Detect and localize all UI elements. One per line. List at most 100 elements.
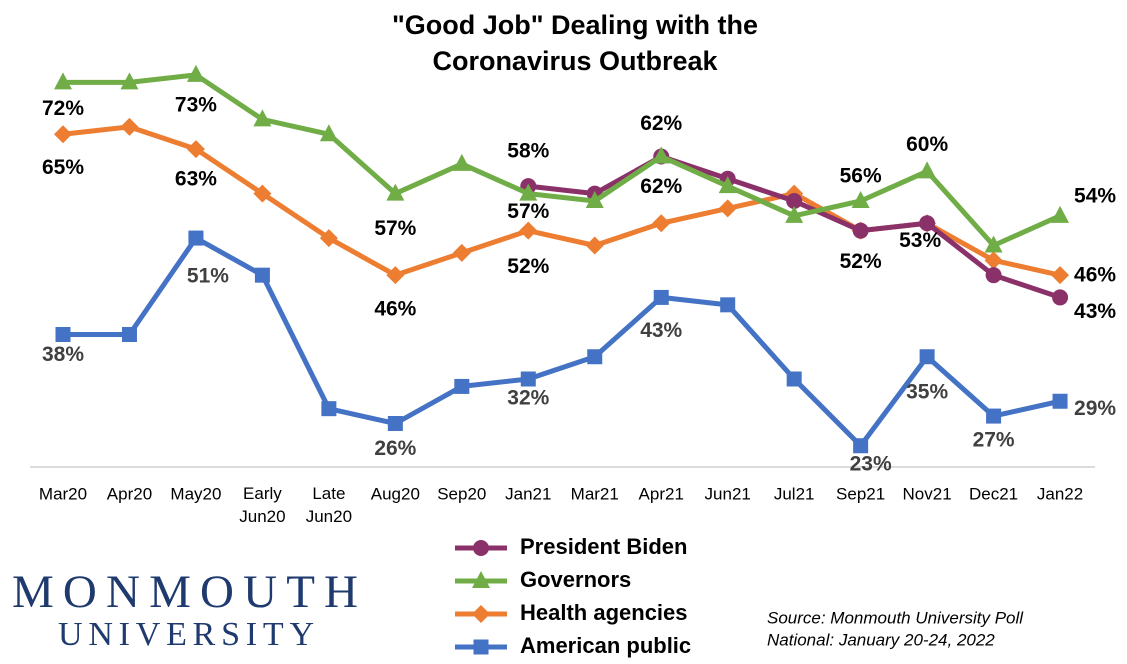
data-point [853, 438, 869, 454]
x-tick-label: Dec21 [969, 484, 1018, 503]
x-tick-label: Jun21 [705, 484, 751, 503]
data-point [54, 125, 72, 144]
data-point [120, 117, 139, 136]
data-point [919, 215, 936, 232]
data-label: 54% [1074, 184, 1116, 207]
x-tick-label: Nov21 [903, 484, 952, 503]
x-tick-label: Jul21 [774, 484, 815, 503]
x-tick-label: Mar20 [39, 484, 87, 503]
logo: MONMOUTH [12, 566, 358, 618]
legend-label: Health agencies [520, 600, 688, 625]
data-label: 65% [42, 156, 84, 179]
data-label: 57% [507, 200, 549, 223]
data-point [120, 72, 139, 90]
x-tick-label: Sep20 [437, 484, 486, 503]
data-point [188, 230, 204, 246]
x-tick-label: Early Jun20 [239, 484, 285, 526]
data-point [121, 327, 137, 342]
data-point [253, 109, 272, 127]
x-tick-label: Apr21 [639, 484, 684, 503]
legend-marker [472, 571, 490, 588]
data-point [918, 161, 937, 179]
data-point [186, 64, 205, 82]
data-label: 38% [42, 343, 84, 366]
data-label: 52% [840, 250, 882, 273]
data-point [587, 349, 603, 365]
data-label: 51% [187, 265, 229, 288]
chart-title: "Good Job" Dealing with the Coronavirus O… [392, 10, 758, 76]
data-label: 32% [507, 387, 549, 410]
data-point [55, 327, 71, 342]
data-point [519, 183, 538, 201]
data-point [253, 184, 272, 203]
data-point [984, 235, 1003, 253]
x-tick-label: Jan22 [1037, 484, 1083, 503]
data-label: 29% [1074, 397, 1116, 420]
data-point [54, 72, 72, 90]
data-point [386, 266, 405, 285]
data-point [652, 214, 671, 233]
data-label: 73% [175, 93, 217, 116]
data-point [852, 222, 869, 239]
data-point [1051, 205, 1070, 223]
x-tick-label: Apr20 [107, 484, 152, 503]
series-line [63, 72, 1062, 248]
x-tick-label: Aug20 [371, 484, 420, 503]
data-label: 43% [640, 319, 682, 342]
data-point [851, 191, 870, 208]
data-point [186, 140, 205, 159]
data-point [1052, 289, 1069, 306]
x-tick-label: Mar21 [571, 484, 619, 503]
data-label: 56% [840, 165, 882, 188]
data-point [1051, 266, 1070, 285]
legend-marker [473, 639, 489, 655]
data-label: 62% [640, 175, 682, 198]
legend-label: President Biden [520, 534, 687, 559]
data-label: 60% [906, 133, 948, 156]
data-point [454, 378, 470, 394]
x-tick-label: May20 [170, 484, 221, 503]
data-point [985, 267, 1002, 284]
data-point [387, 416, 403, 431]
data-point [319, 229, 338, 248]
legend-marker [473, 540, 489, 556]
data-point [319, 124, 338, 142]
data-label: 26% [374, 437, 416, 460]
data-label: 23% [850, 452, 892, 475]
data-point [718, 176, 737, 194]
data-label: 46% [1074, 264, 1116, 287]
data-point [785, 205, 804, 223]
data-point [386, 183, 405, 201]
data-label: 72% [42, 97, 84, 120]
data-point [720, 297, 736, 313]
data-point [653, 289, 669, 305]
data-label: 43% [1074, 300, 1116, 323]
source: National: January 20-24, 2022 [767, 630, 995, 649]
logo: UNIVERSITY [58, 616, 314, 653]
data-point [519, 221, 538, 240]
data-label: 57% [374, 217, 416, 240]
data-point [452, 153, 471, 171]
data-label: 52% [507, 255, 549, 278]
data-label: 27% [973, 429, 1015, 452]
data-point [452, 243, 471, 262]
data-point [585, 191, 604, 208]
series-line [63, 235, 1061, 449]
data-point [984, 251, 1003, 270]
data-label: 53% [899, 229, 941, 252]
data-point [786, 193, 803, 209]
data-point [321, 401, 337, 417]
data-label: 63% [175, 168, 217, 191]
source: Source: Monmouth University Poll [767, 608, 1024, 627]
data-point [786, 371, 802, 387]
data-label: 58% [507, 140, 549, 163]
x-tick-label: Sep21 [836, 484, 885, 503]
data-label: 35% [906, 380, 948, 403]
x-tick-label: Late Jun20 [306, 484, 352, 526]
data-point [1052, 393, 1068, 409]
legend-label: American public [520, 633, 691, 658]
data-point [254, 267, 270, 283]
data-point [520, 371, 536, 387]
x-tick-label: Jan21 [505, 484, 551, 503]
